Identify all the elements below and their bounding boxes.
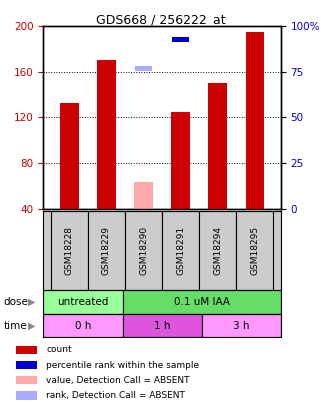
Text: GSM18228: GSM18228 — [65, 226, 74, 275]
Bar — [16, 391, 37, 400]
Bar — [60, 102, 79, 209]
Bar — [61, 18, 78, 23]
Bar — [97, 60, 116, 209]
Bar — [209, 83, 227, 209]
Bar — [199, 211, 236, 290]
Bar — [209, 9, 226, 14]
Bar — [16, 345, 37, 354]
Text: GSM18290: GSM18290 — [139, 226, 148, 275]
Bar — [98, 0, 115, 5]
Text: value, Detection Call = ABSENT: value, Detection Call = ABSENT — [46, 376, 189, 385]
Bar — [247, 0, 263, 2]
Text: ▶: ▶ — [28, 321, 35, 330]
Bar — [43, 290, 123, 314]
Bar — [134, 182, 153, 209]
Bar — [51, 211, 88, 290]
Text: 3 h: 3 h — [233, 321, 249, 330]
Bar — [125, 211, 162, 290]
Bar — [123, 314, 202, 337]
Text: GSM18229: GSM18229 — [102, 226, 111, 275]
Text: GDS668 / 256222_at: GDS668 / 256222_at — [96, 13, 225, 26]
Bar — [123, 290, 281, 314]
Bar — [236, 211, 273, 290]
Bar — [16, 376, 37, 384]
Bar — [172, 36, 189, 42]
Text: GSM18295: GSM18295 — [250, 226, 259, 275]
Text: ▶: ▶ — [28, 297, 35, 307]
Text: time: time — [3, 321, 27, 330]
Text: 0.1 uM IAA: 0.1 uM IAA — [174, 297, 230, 307]
Text: 0 h: 0 h — [75, 321, 91, 330]
Bar — [135, 66, 152, 71]
Bar — [162, 211, 199, 290]
Text: 1 h: 1 h — [154, 321, 170, 330]
Bar — [43, 314, 123, 337]
Bar — [202, 314, 281, 337]
Text: untreated: untreated — [57, 297, 108, 307]
Bar — [16, 361, 37, 369]
Bar — [88, 211, 125, 290]
Bar — [246, 32, 264, 209]
Text: dose: dose — [3, 297, 28, 307]
Text: rank, Detection Call = ABSENT: rank, Detection Call = ABSENT — [46, 391, 185, 400]
Bar — [171, 112, 190, 209]
Text: GSM18291: GSM18291 — [176, 226, 185, 275]
Text: count: count — [46, 345, 72, 354]
Text: GSM18294: GSM18294 — [213, 226, 222, 275]
Text: percentile rank within the sample: percentile rank within the sample — [46, 360, 199, 369]
